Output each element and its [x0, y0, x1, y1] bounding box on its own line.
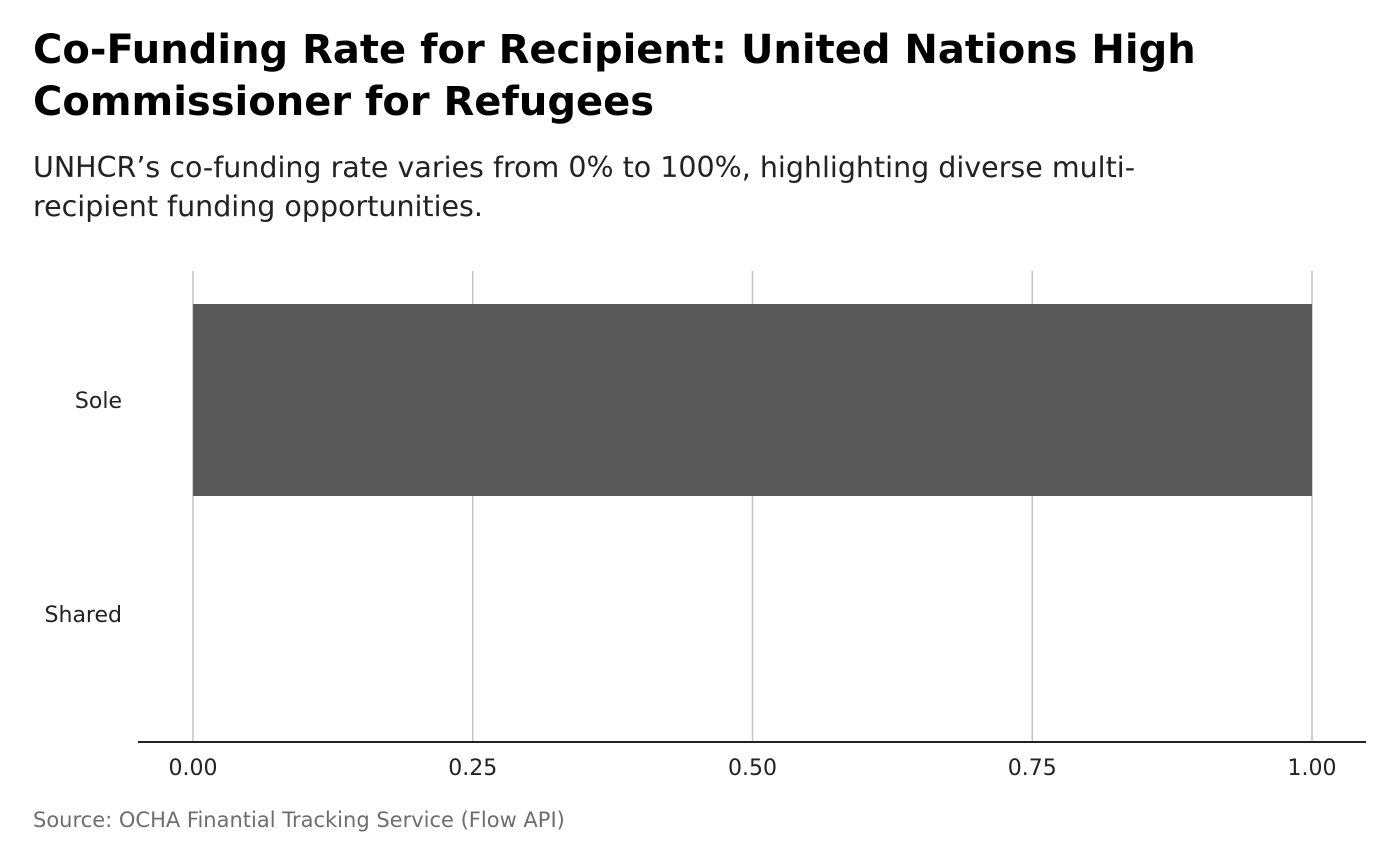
- chart-subtitle: UNHCR’s co-funding rate varies from 0% t…: [33, 151, 1135, 223]
- y-tick-label: Shared: [45, 603, 122, 628]
- y-tick-label: Sole: [75, 389, 122, 414]
- x-tick-label: 0.75: [1008, 756, 1057, 781]
- x-tick-label: 0.25: [448, 756, 497, 781]
- chart-caption: Source: OCHA Finantial Tracking Service …: [33, 808, 565, 832]
- bar-sole: [193, 304, 1312, 496]
- x-tick-label: 1.00: [1288, 756, 1337, 781]
- chart-title: Co-Funding Rate for Recipient: United Na…: [33, 27, 1196, 125]
- x-tick-label: 0.00: [169, 756, 218, 781]
- x-tick-label: 0.50: [728, 756, 777, 781]
